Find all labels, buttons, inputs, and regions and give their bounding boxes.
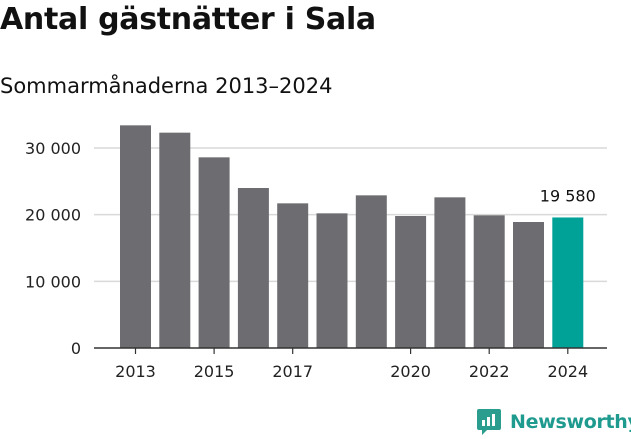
x-tick-label: 2024 (547, 362, 588, 381)
newsworthy-icon (477, 409, 501, 435)
bar-2014 (159, 132, 191, 348)
bar-2016 (237, 188, 269, 348)
x-tick-label: 2020 (390, 362, 431, 381)
bar-2017 (277, 203, 309, 348)
y-tick-label: 20 000 (25, 206, 81, 225)
bar-2020 (395, 216, 427, 348)
bar-2019 (355, 195, 387, 348)
newsworthy-logo: Newsworthy (476, 406, 631, 438)
bar-2021 (434, 197, 466, 348)
y-tick-label: 30 000 (25, 139, 81, 158)
brand-name: Newsworthy (510, 411, 631, 433)
bar-2023 (513, 222, 544, 348)
y-tick-label: 0 (71, 339, 81, 358)
bar-2022 (473, 215, 505, 348)
y-tick-label: 10 000 (25, 272, 81, 291)
x-tick-label: 2017 (272, 362, 313, 381)
data-label: 19 580 (540, 186, 596, 205)
bar-2013 (120, 125, 151, 348)
chart-subtitle: Sommarmånaderna 2013–2024 (0, 74, 333, 98)
bar-2015 (198, 157, 230, 348)
x-tick-label: 2015 (194, 362, 235, 381)
chart-title: Antal gästnätter i Sala (0, 2, 376, 37)
bar-2024 (552, 217, 584, 348)
x-tick-label: 2022 (469, 362, 510, 381)
x-tick-label: 2013 (115, 362, 156, 381)
bar-2018 (316, 213, 348, 348)
